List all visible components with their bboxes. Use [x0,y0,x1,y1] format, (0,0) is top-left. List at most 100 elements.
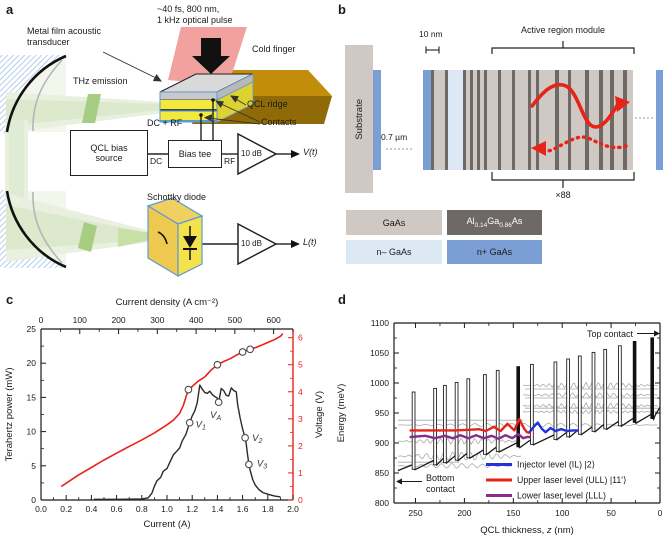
pump-beam [168,27,247,86]
svg-text:0: 0 [298,495,303,505]
barriers [411,337,654,470]
detector-output-label: L(t) [303,237,317,247]
stack-layer-d [528,70,532,170]
dc-label: DC [150,156,163,166]
svg-text:900: 900 [375,438,389,448]
superlattice-stack [423,70,633,170]
cold-finger-label: Cold finger [252,44,296,54]
mirror-inner-arc [32,191,63,264]
qcl-ridge-label: QCL ridge [247,99,288,109]
svg-text:Injector level (IL) |2⟩: Injector level (IL) |2⟩ [517,460,595,470]
panel-letter-c: c [6,292,14,307]
svg-text:1.0: 1.0 [161,504,173,514]
stack-layer-g [433,70,445,170]
svg-text:4: 4 [298,387,303,397]
svg-text:2: 2 [298,441,303,451]
legend-swatch-n-minus: n– GaAs [346,240,442,264]
stack-layer-d [430,70,434,170]
svg-text:10: 10 [27,427,37,437]
spacer-label: 0.7 µm [381,132,408,142]
scale-bar-label: 10 nm [419,29,443,39]
panel-a-schematic [0,27,332,278]
svg-text:0.4: 0.4 [85,504,97,514]
legend-label: GaAs [382,217,406,228]
svg-text:800: 800 [375,498,389,508]
svg-text:50: 50 [606,508,616,518]
svg-text:Top contact: Top contact [587,329,634,339]
svg-text:Current density (A cm⁻²): Current density (A cm⁻²) [116,297,219,308]
svg-text:0: 0 [31,495,36,505]
svg-text:Current (A): Current (A) [144,519,191,530]
svg-text:20: 20 [27,358,37,368]
svg-text:V1: V1 [196,420,206,432]
svg-text:Voltage (V): Voltage (V) [314,391,325,438]
svg-text:Upper laser level (ULL) |11′⟩: Upper laser level (ULL) |11′⟩ [517,475,626,485]
svg-text:0.0: 0.0 [35,504,47,514]
thz-pulse-segment [78,222,97,252]
svg-text:0.2: 0.2 [60,504,72,514]
schottky-diode [146,197,204,278]
panel-c: 0.0 0.2 0.4 0.6 0.8 1.0 1.2 1.4 1.6 1.8 2.0 0 100 200… [0,290,334,543]
svg-text:0.6: 0.6 [111,504,123,514]
thz-pulse-segment [82,94,101,123]
stack-layer-g [472,70,477,170]
stack-layer-d [469,70,473,170]
stack-layer-g [479,70,484,170]
svg-text:1.8: 1.8 [262,504,274,514]
svg-text:Lower laser level (LLL): Lower laser level (LLL) [517,491,606,501]
stack-layer-d [497,70,501,170]
svg-text:6: 6 [298,333,303,343]
legend-label: Al0.14Ga0.86As [466,216,523,229]
stack-layer-d [476,70,480,170]
stack-layer-g [613,70,623,170]
svg-text:1.2: 1.2 [186,504,198,514]
substrate-block: Substrate [345,45,373,193]
svg-text:15: 15 [27,392,37,402]
svg-text:1100: 1100 [371,318,390,328]
level-legend: Injector level (IL) |2⟩ Upper laser level… [486,460,626,501]
stack-layer-d [444,70,448,170]
axes: 250 200 150 100 50 0 800 850 900 950 1000 1050 1100 Q… [336,318,663,536]
stack-layer-g [500,70,513,170]
svg-text:VA: VA [210,410,221,422]
voltage-output-label: V(t) [303,147,318,157]
n-plus-contact-layer [373,70,381,170]
svg-text:600: 600 [267,315,281,325]
active-region-bracket [491,41,635,54]
stack-layer-g [626,70,633,170]
pump-arrow-icon [201,38,221,56]
bias-tee-box: Bias tee [168,140,222,168]
svg-text:5: 5 [31,461,36,471]
legend-swatch-gaas: GaAs [346,210,442,235]
lower-laser-level [409,432,532,440]
panel-c-chart: 0.0 0.2 0.4 0.6 0.8 1.0 1.2 1.4 1.6 1.8 2.00 100 200… [4,297,325,530]
stack-layer-g [602,70,610,170]
svg-text:1: 1 [298,468,303,478]
stack-layer-g [486,70,498,170]
legend-label: n– GaAs [376,247,412,257]
bias-wires [148,101,291,155]
dc-rf-label: DC + RF [147,118,183,128]
svg-text:25: 25 [27,324,37,334]
svg-text:200: 200 [457,508,471,518]
gain-label-v: 10 dB [241,149,262,158]
amplifier-v [237,132,300,176]
stack-layer-d [622,70,627,170]
stack-layer-d [483,70,487,170]
axes: 0.0 0.2 0.4 0.6 0.8 1.0 1.2 1.4 1.6 1.8 2.00 100 200… [4,297,325,530]
svg-text:Energy (meV): Energy (meV) [336,384,347,443]
annotation-arrows [102,51,261,125]
scale-bar [425,46,440,54]
svg-text:1000: 1000 [370,378,389,388]
thz-emission-label: THz emission [73,76,128,86]
stack-layer-d [462,70,466,170]
panel-d: 250 200 150 100 50 0 800 850 900 950 1000 1050 1100 Q… [334,290,668,543]
svg-text:200: 200 [111,315,125,325]
svg-text:400: 400 [189,315,203,325]
stack-layer-g [589,70,599,170]
upper-laser-level [409,417,532,434]
qcl-bias-source-box: QCL bias source [70,130,148,176]
injector-level [528,421,580,434]
svg-text:V2: V2 [252,433,262,445]
